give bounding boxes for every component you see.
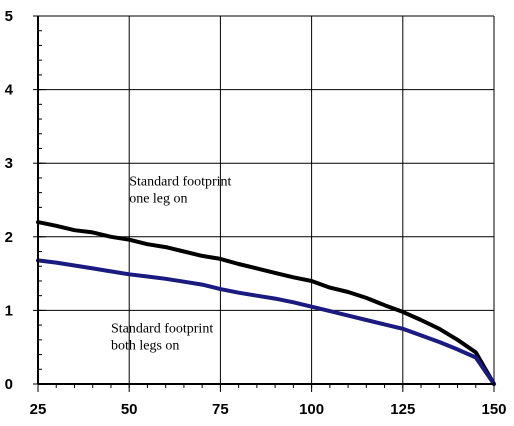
annotation-line: one leg on [129,191,187,206]
annotation-line: Standard footprint [129,174,231,189]
x-tick-label: 25 [30,401,47,418]
y-tick-label: 0 [5,376,13,393]
x-tick-label: 150 [481,401,506,418]
y-tick-label: 2 [5,229,13,246]
y-tick-label: 5 [5,8,13,25]
y-tick-label: 3 [5,155,13,172]
annotation-1: Standard footprint one leg on [129,174,231,206]
y-tick-label: 1 [5,302,13,319]
x-tick-label: 75 [212,401,229,418]
x-tick-label: 50 [121,401,138,418]
y-tick-label: 4 [5,82,14,99]
x-tick-label: 100 [299,401,324,418]
tick-labels: 25 50 75 100 125 150 0 1 2 3 4 5 [5,8,507,418]
axes [33,15,495,392]
annotation-2: Standard footprint both legs on [111,321,213,353]
annotation-line: Standard footprint [111,321,213,336]
grid-lines [38,16,494,384]
series-group [36,220,496,386]
x-tick-label: 125 [390,401,415,418]
annotation-line: both legs on [111,338,179,353]
series-line-2 [36,258,496,386]
series-line-1 [36,220,496,386]
minor-ticks [37,15,495,388]
